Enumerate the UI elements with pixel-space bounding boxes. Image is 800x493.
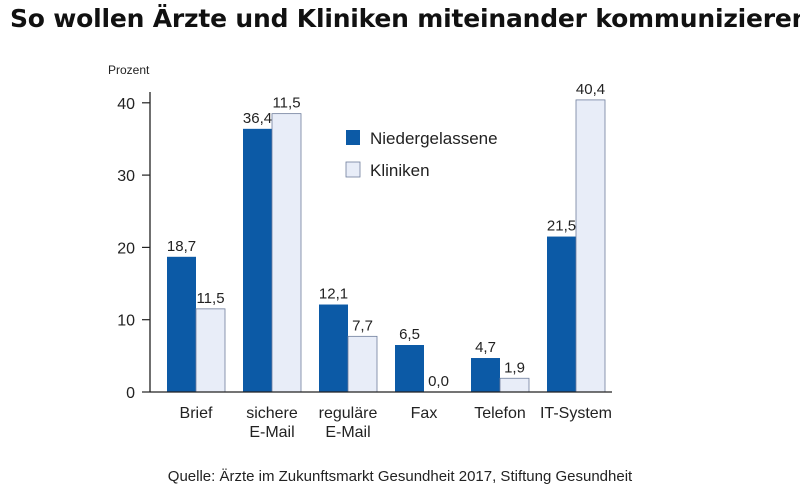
y-axis-label: Prozent	[108, 63, 150, 77]
bar-chart: Prozent01020304018,711,5Brief36,411,5sic…	[108, 63, 612, 441]
data-label: 6,5	[399, 326, 420, 343]
data-label: 21,5	[547, 218, 576, 235]
y-tick-label: 0	[126, 385, 135, 402]
x-tick-label: Fax	[411, 405, 438, 422]
x-tick-label: sichere	[246, 405, 298, 422]
bar-kliniken	[347, 335, 378, 393]
y-tick-label: 40	[117, 96, 135, 113]
data-label: 12,1	[319, 286, 348, 303]
x-tick-label: reguläre	[319, 405, 378, 422]
data-label: 36,4	[243, 110, 272, 127]
bar-kliniken	[575, 99, 606, 393]
legend-swatch-niedergelassene	[346, 130, 360, 145]
source-note: Quelle: Ärzte im Zukunftsmarkt Gesundhei…	[167, 468, 633, 485]
bar-kliniken	[195, 308, 226, 393]
x-tick-label: Telefon	[474, 405, 526, 422]
bar-kliniken	[499, 377, 530, 393]
data-label: 4,7	[475, 339, 496, 356]
data-label: 11,5	[272, 95, 300, 112]
y-tick-label: 30	[117, 168, 135, 185]
bar-niedergelassene	[167, 256, 196, 392]
data-label: 40,4	[576, 81, 605, 98]
chart-title: So wollen Ärzte und Kliniken miteinander…	[10, 4, 800, 33]
data-label: 18,7	[167, 238, 196, 255]
data-label: 11,5	[196, 290, 224, 307]
legend-label-kliniken: Kliniken	[370, 161, 430, 180]
bar-kliniken	[271, 113, 302, 393]
bar-niedergelassene	[547, 236, 576, 392]
data-label: 0,0	[428, 373, 449, 390]
bar-niedergelassene	[319, 304, 348, 392]
legend-label-niedergelassene: Niedergelassene	[370, 129, 498, 148]
data-label: 7,7	[352, 317, 373, 334]
bar-niedergelassene	[395, 345, 424, 392]
x-tick-label: E-Mail	[249, 424, 294, 441]
x-tick-label: E-Mail	[325, 424, 370, 441]
bar-niedergelassene	[471, 358, 500, 392]
x-tick-label: IT-System	[540, 405, 612, 422]
legend-swatch-kliniken	[345, 161, 361, 178]
x-tick-label: Brief	[180, 405, 213, 422]
y-tick-label: 10	[117, 313, 135, 330]
y-tick-label: 20	[117, 240, 135, 257]
bar-niedergelassene	[243, 128, 272, 392]
data-label: 1,9	[504, 359, 525, 376]
